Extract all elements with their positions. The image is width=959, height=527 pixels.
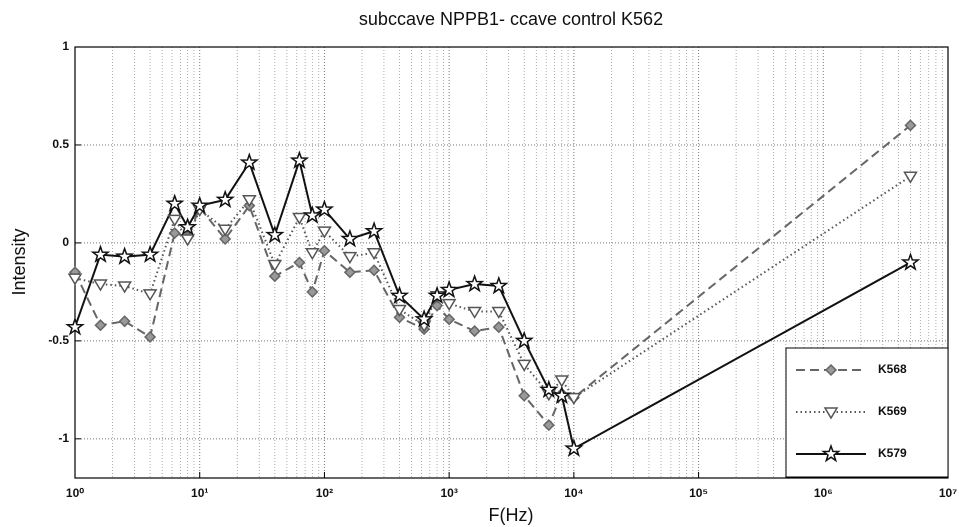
marker	[821, 443, 841, 463]
marker	[342, 251, 358, 265]
marker	[140, 244, 160, 263]
marker	[317, 226, 332, 239]
marker	[215, 189, 235, 209]
marker	[67, 273, 83, 286]
legend-label: K569	[878, 404, 907, 418]
marker	[289, 150, 310, 169]
x-tick-label: 10⁰	[66, 486, 84, 500]
marker	[189, 195, 210, 215]
marker	[824, 363, 838, 377]
x-tick-label: 10³	[440, 486, 457, 500]
marker	[114, 246, 135, 265]
marker	[168, 227, 181, 240]
marker	[389, 285, 410, 305]
marker	[306, 285, 319, 298]
marker	[467, 306, 482, 319]
marker	[439, 279, 459, 299]
x-tick-label: 10⁴	[564, 486, 583, 500]
x-tick-label: 10⁵	[689, 486, 708, 500]
marker	[516, 359, 532, 372]
y-axis-label: Intensity	[9, 228, 29, 295]
marker	[293, 256, 306, 269]
x-tick-label: 10¹	[191, 486, 208, 500]
x-axis-label: F(Hz)	[489, 505, 534, 525]
plot-frame	[74, 46, 949, 479]
marker	[542, 419, 555, 432]
marker	[464, 273, 485, 293]
marker	[302, 205, 323, 224]
marker	[430, 299, 444, 312]
marker	[177, 216, 198, 236]
x-tick-label: 10²	[316, 486, 333, 500]
marker	[366, 247, 382, 261]
marker	[90, 244, 111, 263]
marker	[468, 325, 481, 338]
marker	[392, 304, 407, 317]
marker	[538, 379, 559, 399]
marker	[268, 270, 281, 283]
chart-title: subccave NPPB1- ccave control K562	[359, 9, 663, 29]
y-tick-label: -0.5	[48, 333, 69, 347]
marker	[164, 193, 185, 213]
marker	[441, 298, 457, 312]
marker	[427, 285, 447, 305]
marker	[314, 199, 335, 218]
marker	[142, 289, 158, 302]
marker	[823, 407, 839, 420]
marker	[414, 309, 434, 328]
marker	[167, 214, 183, 227]
marker	[443, 313, 456, 326]
marker	[118, 315, 131, 328]
marker	[367, 264, 381, 277]
marker	[318, 244, 331, 257]
marker	[518, 389, 531, 402]
marker	[489, 275, 509, 295]
marker	[393, 311, 406, 324]
y-tick-label: 0.5	[52, 137, 69, 151]
marker	[491, 306, 507, 319]
marker	[552, 385, 572, 405]
marker	[242, 195, 257, 208]
marker	[514, 330, 534, 350]
marker	[343, 266, 356, 279]
y-tick-label: 1	[62, 39, 69, 53]
marker	[305, 247, 320, 261]
marker	[564, 438, 584, 457]
marker	[180, 234, 195, 247]
marker	[364, 220, 384, 240]
marker	[900, 252, 921, 271]
marker	[566, 392, 582, 406]
series-line	[74, 124, 912, 428]
legend-label: K568	[878, 362, 907, 376]
marker	[904, 119, 917, 132]
marker	[340, 228, 360, 248]
x-tick-label: 10⁷	[939, 486, 957, 500]
marker	[239, 152, 260, 171]
legend-label: K579	[878, 446, 907, 460]
y-tick-label: 0	[62, 235, 69, 249]
marker	[144, 330, 157, 344]
y-tick-label: -1	[58, 431, 69, 445]
marker	[117, 281, 132, 294]
marker	[217, 224, 233, 237]
marker	[219, 232, 232, 246]
marker	[65, 316, 85, 336]
marker	[267, 259, 283, 272]
marker	[903, 171, 918, 184]
marker	[93, 279, 108, 292]
marker	[94, 319, 107, 332]
marker	[292, 212, 307, 225]
marker	[492, 321, 505, 334]
x-tick-label: 10⁶	[814, 486, 833, 500]
marker	[554, 375, 570, 388]
marker	[265, 224, 285, 244]
